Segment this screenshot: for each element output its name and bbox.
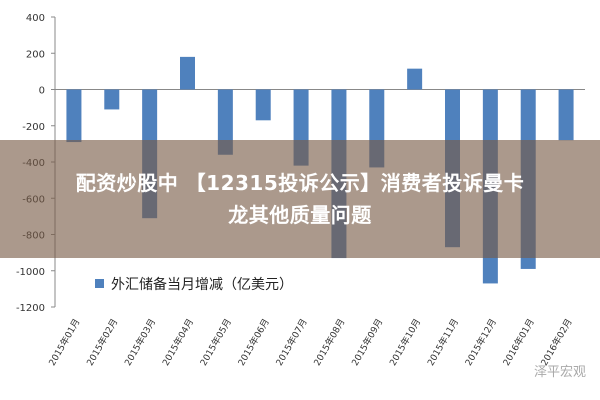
x-tick-label: 2015年11月 bbox=[425, 317, 462, 368]
x-tick-label: 2015年08月 bbox=[311, 317, 348, 368]
x-tick-label: 2015年10月 bbox=[387, 317, 424, 368]
x-tick-label: 2015年07月 bbox=[273, 317, 310, 368]
x-tick-label: 2015年02月 bbox=[84, 317, 121, 368]
bar bbox=[217, 89, 233, 155]
x-tick-label: 2015年01月 bbox=[46, 317, 83, 368]
legend-swatch bbox=[95, 279, 104, 288]
y-tick-label: -1200 bbox=[16, 303, 45, 314]
x-tick-label: 2015年09月 bbox=[349, 317, 386, 368]
y-tick-label: -1000 bbox=[16, 267, 45, 278]
y-tick-label: 400 bbox=[26, 13, 45, 24]
bar bbox=[407, 68, 423, 90]
headline-line-2: 龙其他质量问题 bbox=[228, 203, 372, 227]
bar bbox=[255, 89, 271, 121]
bar bbox=[180, 56, 195, 90]
watermark: 泽平宏观 bbox=[533, 365, 586, 380]
x-tick-label: 2015年04月 bbox=[160, 317, 197, 368]
y-tick-label: 0 bbox=[39, 86, 45, 97]
x-tick-label: 2015年05月 bbox=[197, 317, 234, 368]
y-tick-label: -200 bbox=[22, 122, 45, 133]
headline-overlay: 配资炒股中 【12315投诉公示】消费者投诉曼卡 龙其他质量问题 bbox=[0, 140, 600, 258]
bar bbox=[104, 89, 120, 110]
y-tick-label: 200 bbox=[26, 49, 45, 60]
bar bbox=[558, 89, 574, 141]
legend-label: 外汇储备当月增减（亿美元） bbox=[111, 276, 293, 293]
x-tick-label: 2016年01月 bbox=[500, 317, 537, 368]
x-tick-label: 2015年12月 bbox=[462, 317, 499, 368]
bar bbox=[66, 89, 82, 143]
x-tick-label: 2015年03月 bbox=[122, 317, 159, 368]
headline-line-1: 配资炒股中 【12315投诉公示】消费者投诉曼卡 bbox=[75, 171, 525, 195]
x-tick-label: 2015年06月 bbox=[235, 317, 272, 368]
